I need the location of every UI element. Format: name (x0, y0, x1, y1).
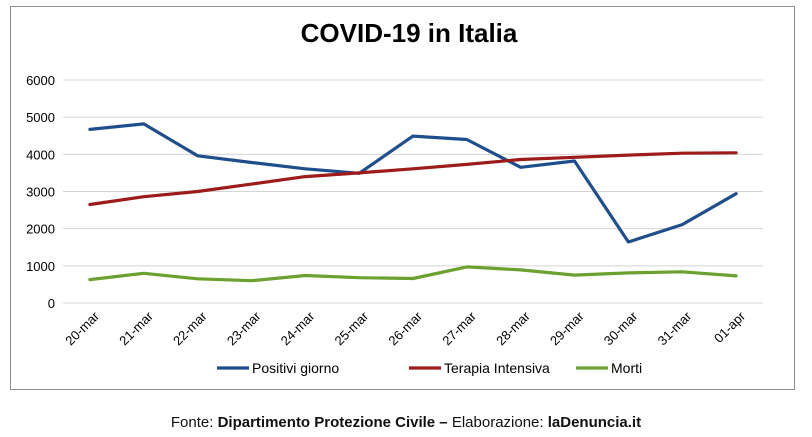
series-line-2 (88, 265, 738, 283)
x-tick-label: 21-mar (116, 308, 156, 348)
y-tick-label: 3000 (26, 185, 55, 200)
x-tick-label: 29-mar (547, 308, 587, 348)
footer-separator: – (435, 414, 452, 431)
y-tick-label: 6000 (26, 73, 55, 88)
series-lines (88, 122, 738, 283)
x-tick-label: 22-mar (170, 308, 210, 348)
legend: Positivi giorno Terapia Intensiva Morti (217, 360, 642, 376)
y-tick-label: 5000 (26, 110, 55, 125)
grid-lines (63, 79, 763, 304)
y-tick-label: 4000 (26, 147, 55, 162)
x-tick-label: 28-mar (493, 308, 533, 348)
x-tick-label: 25-mar (332, 308, 372, 348)
x-tick-label: 24-mar (278, 308, 318, 348)
series-line-0 (88, 122, 738, 244)
footer-source: Dipartimento Protezione Civile (217, 414, 436, 431)
line-chart: COVID-19 in Italia 0 1000 2000 3000 4000 5000… (26, 18, 763, 376)
chart-container: COVID-19 in Italia 0 1000 2000 3000 4000 5000… (10, 6, 795, 390)
y-tick-label: 0 (48, 296, 55, 311)
x-tick-label: 27-mar (439, 308, 479, 348)
x-axis-ticks: 20-mar 21-mar 22-mar 23-mar 24-mar 25-mar 26-m… (62, 308, 748, 348)
legend-label: Terapia Intensiva (444, 360, 550, 376)
x-tick-label: 26-mar (385, 308, 425, 348)
x-tick-label: 01-apr (711, 308, 749, 346)
legend-label: Positivi giorno (252, 360, 339, 376)
legend-label: Morti (611, 360, 642, 376)
footer-prefix: Fonte: (170, 414, 218, 431)
x-tick-label: 31-mar (655, 308, 695, 348)
y-axis-ticks: 0 1000 2000 3000 4000 5000 6000 (26, 73, 55, 311)
y-tick-label: 1000 (26, 259, 55, 274)
x-tick-label: 30-mar (601, 308, 641, 348)
series-line-1 (88, 151, 738, 207)
source-footer: Fonte: Dipartimento Protezione Civile – … (0, 414, 812, 431)
x-tick-label: 23-mar (224, 308, 264, 348)
x-tick-label: 20-mar (62, 308, 102, 348)
footer-site: laDenuncia.it (547, 414, 642, 431)
footer-label: Elaborazione: (451, 414, 548, 431)
chart-title: COVID-19 in Italia (301, 18, 518, 48)
y-tick-label: 2000 (26, 222, 55, 237)
